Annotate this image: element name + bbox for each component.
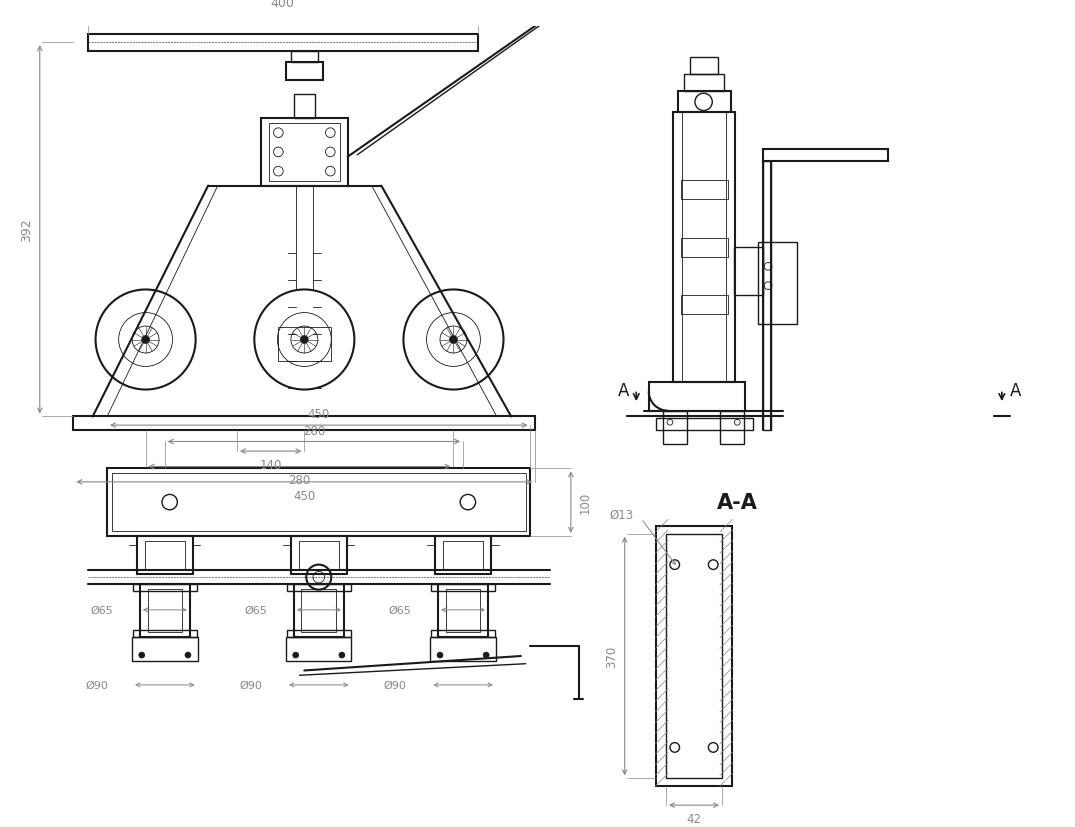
Bar: [287, 630, 350, 637]
Bar: [666, 534, 722, 778]
Text: A-A: A-A: [717, 493, 758, 513]
Bar: [140, 584, 190, 637]
Bar: [649, 382, 745, 411]
Circle shape: [339, 653, 345, 658]
Circle shape: [438, 653, 443, 658]
Bar: [133, 584, 197, 591]
Bar: [439, 584, 488, 637]
Bar: [261, 119, 347, 186]
Bar: [287, 584, 350, 591]
Bar: [431, 630, 495, 637]
Bar: [680, 238, 728, 257]
Bar: [299, 541, 339, 570]
Bar: [278, 327, 331, 361]
Bar: [291, 536, 346, 575]
Bar: [720, 411, 744, 445]
Circle shape: [292, 653, 299, 658]
Bar: [443, 541, 484, 570]
Circle shape: [449, 337, 457, 344]
Bar: [430, 637, 496, 661]
Text: 370: 370: [605, 645, 618, 667]
Circle shape: [142, 337, 149, 344]
Bar: [431, 584, 495, 591]
Text: 42: 42: [687, 812, 702, 825]
Bar: [147, 589, 182, 632]
Bar: [680, 296, 728, 315]
Bar: [435, 536, 491, 575]
Text: Ø65: Ø65: [90, 605, 113, 615]
Text: Ø90: Ø90: [384, 680, 406, 690]
Bar: [293, 584, 344, 637]
Bar: [286, 637, 352, 661]
Bar: [446, 589, 481, 632]
Bar: [656, 527, 732, 786]
Circle shape: [185, 653, 191, 658]
Bar: [112, 474, 526, 531]
Text: 400: 400: [271, 0, 295, 10]
Circle shape: [484, 653, 489, 658]
Text: A: A: [618, 381, 630, 399]
Bar: [663, 411, 687, 445]
Text: Ø65: Ø65: [388, 605, 411, 615]
Text: 100: 100: [578, 491, 591, 514]
Bar: [673, 113, 735, 382]
Bar: [286, 64, 322, 81]
Text: Ø90: Ø90: [85, 680, 109, 690]
Text: 392: 392: [20, 218, 33, 241]
Bar: [690, 58, 718, 75]
Text: 450: 450: [307, 408, 330, 421]
Text: 450: 450: [293, 489, 315, 502]
Bar: [293, 95, 315, 119]
Circle shape: [301, 337, 309, 344]
Text: Ø13: Ø13: [610, 509, 633, 522]
Bar: [763, 161, 771, 430]
Bar: [763, 150, 888, 161]
Circle shape: [139, 653, 145, 658]
Bar: [291, 52, 318, 64]
Text: A: A: [1009, 381, 1021, 399]
Bar: [88, 35, 477, 52]
Bar: [680, 180, 728, 200]
Bar: [677, 92, 731, 113]
Bar: [685, 75, 723, 92]
Bar: [137, 536, 192, 575]
Bar: [301, 589, 336, 632]
Bar: [108, 469, 530, 536]
Bar: [133, 630, 197, 637]
Bar: [759, 243, 797, 325]
Bar: [145, 541, 185, 570]
Text: 140: 140: [259, 458, 282, 471]
Text: Ø90: Ø90: [239, 680, 262, 690]
Bar: [269, 124, 340, 182]
Bar: [132, 637, 198, 661]
Text: 280: 280: [288, 474, 311, 486]
Text: 280: 280: [303, 424, 325, 437]
Text: Ø65: Ø65: [244, 605, 267, 615]
Bar: [656, 419, 752, 430]
Bar: [734, 248, 763, 296]
